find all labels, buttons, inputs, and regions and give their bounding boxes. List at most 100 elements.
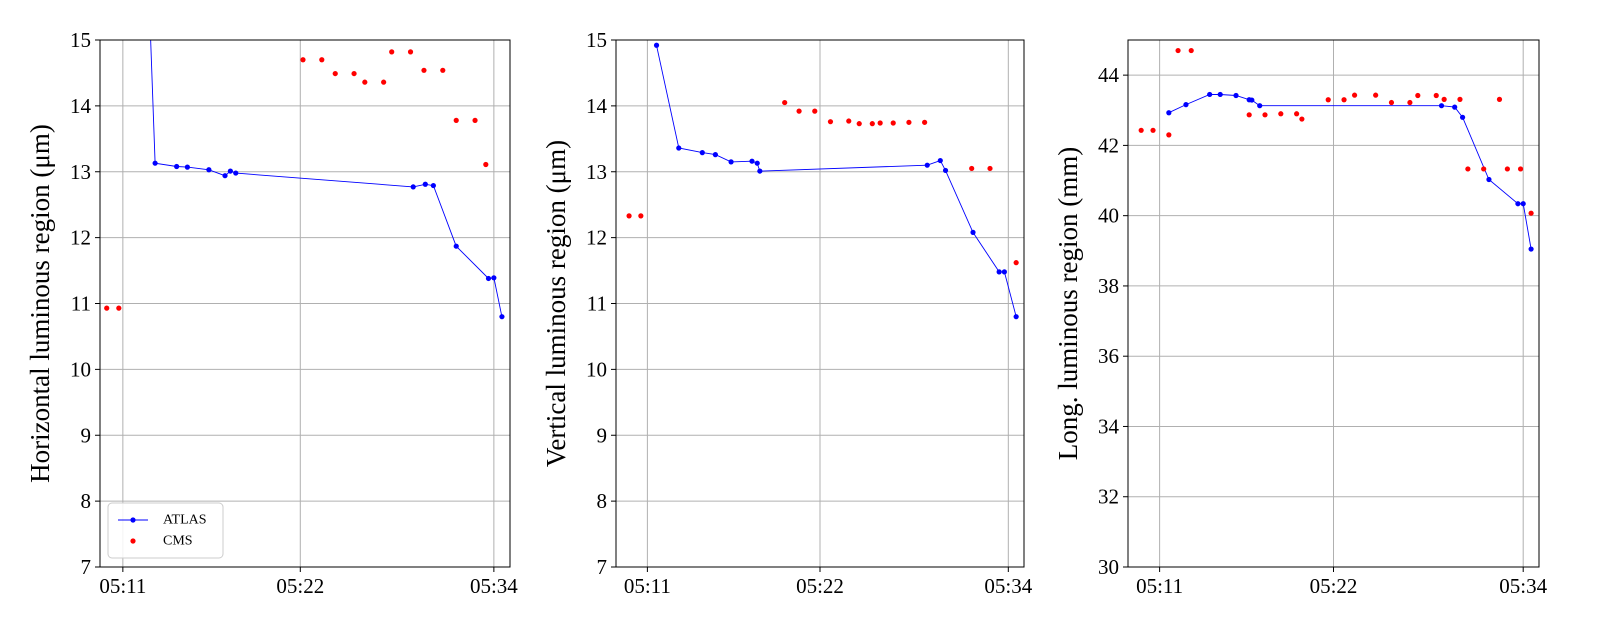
data-point-cms — [1294, 111, 1300, 117]
data-point-cms — [116, 305, 122, 311]
data-point-atlas — [233, 170, 239, 176]
y-tick-label: 9 — [597, 423, 608, 447]
data-point-cms — [1481, 166, 1487, 172]
chart-panel-1: 7 8 9 10 11 12 13 14 15 05:11 05:22 05:34 Horizontal… — [25, 11, 518, 598]
plot-area — [626, 42, 1019, 320]
data-point-cms — [319, 57, 325, 63]
data-point-cms — [381, 79, 387, 85]
chart-panels: 7 8 9 10 11 12 13 14 15 05:11 05:22 05:34 Horizontal… — [25, 11, 1548, 598]
data-point-cms — [421, 67, 427, 73]
data-point-atlas — [1459, 114, 1466, 120]
x-tick-label: 05:11 — [99, 574, 146, 598]
data-point-cms — [906, 119, 912, 125]
legend-box — [107, 502, 224, 559]
x-tick-label: 05:22 — [1310, 574, 1358, 598]
y-tick-label: 36 — [1098, 344, 1119, 368]
data-point-cms — [796, 108, 802, 114]
data-point-atlas — [1217, 91, 1223, 98]
series-line-atlas — [656, 45, 1017, 317]
x-tick-label: 05:34 — [984, 574, 1032, 598]
data-point-cms — [351, 70, 357, 77]
data-point-atlas — [942, 167, 949, 174]
y-tick-label: 44 — [1098, 63, 1120, 87]
data-point-atlas — [1249, 97, 1255, 103]
data-point-cms — [869, 121, 875, 127]
data-point-cms — [638, 213, 644, 219]
y-tick-label: 14 — [70, 94, 92, 118]
x-tick-label: 05:34 — [470, 574, 518, 598]
data-point-cms — [483, 161, 489, 168]
y-tick-label: 9 — [81, 423, 92, 447]
data-point-atlas — [699, 150, 705, 156]
data-point-atlas — [728, 159, 734, 165]
data-point-atlas — [152, 160, 158, 166]
data-point-cms — [407, 49, 414, 55]
y-tick-label: 40 — [1098, 204, 1119, 228]
data-point-atlas — [1207, 91, 1213, 98]
x-tick-label: 05:22 — [276, 574, 324, 598]
data-point-cms — [877, 120, 883, 126]
y-tick-label: 10 — [70, 357, 91, 381]
y-tick-label: 7 — [81, 555, 92, 579]
series-atlas — [147, 11, 505, 320]
grid — [1128, 40, 1539, 568]
x-tick-label: 05:22 — [796, 574, 844, 598]
y-tick-label: 8 — [81, 489, 92, 513]
legend-swatch-marker — [130, 517, 136, 523]
data-point-cms — [1517, 166, 1524, 172]
data-point-cms — [1175, 47, 1181, 54]
x-axis: 05:11 05:22 05:34 — [1136, 567, 1548, 598]
data-point-atlas — [676, 145, 682, 151]
data-point-cms — [626, 213, 632, 219]
series-atlas — [653, 42, 1019, 320]
data-point-atlas — [1001, 269, 1007, 275]
data-point-cms — [969, 165, 975, 172]
data-point-atlas — [1233, 92, 1239, 99]
legend: ATLAS CMS — [107, 502, 224, 559]
data-point-atlas — [491, 275, 497, 281]
data-point-atlas — [1183, 102, 1189, 108]
data-point-atlas — [749, 158, 755, 164]
data-point-cms — [922, 119, 928, 125]
data-point-cms — [440, 67, 446, 73]
y-tick-label: 14 — [586, 94, 608, 118]
series-cms — [1138, 47, 1534, 216]
data-point-cms — [1246, 112, 1252, 118]
data-point-cms — [1441, 96, 1447, 102]
y-tick-label: 11 — [587, 292, 607, 316]
x-axis: 05:11 05:22 05:34 — [624, 567, 1033, 598]
series-line-atlas — [1168, 94, 1532, 250]
x-tick-label: 05:34 — [1499, 574, 1547, 598]
y-tick-label: 15 — [70, 28, 91, 52]
data-point-atlas — [174, 163, 180, 170]
data-point-atlas — [227, 168, 233, 174]
data-point-cms — [104, 305, 110, 311]
data-point-atlas — [712, 152, 718, 158]
data-point-cms — [1278, 111, 1284, 117]
data-point-atlas — [485, 275, 492, 282]
data-point-atlas — [1438, 103, 1445, 109]
data-point-atlas — [1486, 176, 1492, 183]
data-point-cms — [1166, 132, 1172, 138]
y-tick-label: 32 — [1098, 485, 1119, 509]
data-point-atlas — [147, 11, 152, 16]
chart-panel-3: 30 32 34 36 38 40 42 44 05:11 05:22 05:34 Long. lum… — [1053, 39, 1548, 598]
y-axis: 7 8 9 10 11 12 13 14 15 — [70, 28, 100, 579]
data-point-cms — [332, 70, 338, 77]
x-tick-label: 05:11 — [1136, 574, 1183, 598]
data-point-atlas — [937, 157, 943, 164]
y-axis-label: Horizontal luminous region (μm) — [25, 124, 55, 483]
data-point-cms — [1188, 47, 1194, 54]
data-point-cms — [300, 57, 306, 63]
data-point-atlas — [653, 42, 660, 48]
data-point-atlas — [1515, 201, 1521, 207]
y-axis: 30 32 34 36 38 40 42 44 — [1098, 63, 1128, 579]
y-tick-label: 38 — [1098, 274, 1119, 298]
data-point-cms — [1407, 99, 1413, 106]
data-point-cms — [472, 117, 478, 123]
data-point-cms — [362, 79, 368, 85]
data-point-cms — [1262, 112, 1268, 118]
data-point-cms — [1528, 210, 1534, 216]
data-point-cms — [1013, 260, 1019, 266]
series-cms — [626, 99, 1019, 266]
